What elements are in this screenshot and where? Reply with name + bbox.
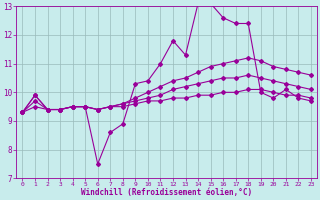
X-axis label: Windchill (Refroidissement éolien,°C): Windchill (Refroidissement éolien,°C) bbox=[81, 188, 252, 197]
